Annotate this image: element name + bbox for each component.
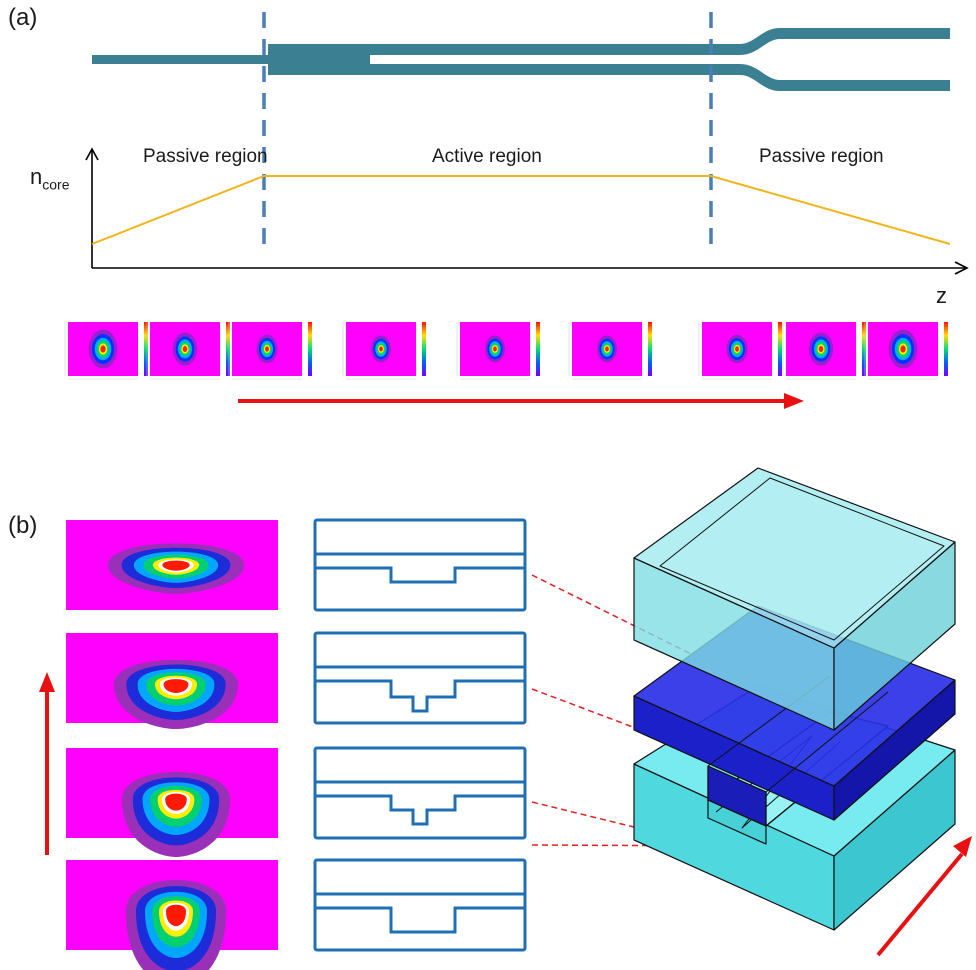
- active-arm-upper: [368, 44, 714, 55]
- panel-a-label: (a): [8, 4, 38, 31]
- mode-thumbnail: [864, 322, 948, 380]
- cross-section: [313, 631, 527, 725]
- cross-section: [313, 858, 527, 952]
- input-waveguide: [92, 55, 270, 64]
- mode-profile: [66, 748, 278, 857]
- y-axis-arrowhead: [85, 147, 99, 161]
- y-axis-label-main: n: [30, 164, 43, 189]
- mode-profile-column: [66, 520, 278, 970]
- cross-section: [313, 746, 527, 840]
- mode-profile-row: [64, 322, 948, 380]
- waveguide-top-view: [92, 28, 950, 91]
- propagation-arrow-a: [238, 393, 804, 409]
- top-cladding-block: [633, 467, 956, 731]
- mode-thumbnail: [568, 322, 652, 380]
- mode-thumbnail: [64, 322, 148, 380]
- mode-thumbnail: [698, 322, 782, 380]
- mode-thumbnail: [228, 322, 312, 380]
- x-axis-arrowhead: [954, 261, 969, 275]
- mmi-section: [268, 44, 370, 75]
- region-active: Active region: [432, 146, 542, 167]
- index-profile-line: [91, 175, 951, 245]
- mode-profile: [66, 633, 278, 729]
- panel-b-label: (b): [8, 512, 38, 539]
- s-bend-lower: [712, 64, 950, 91]
- propagation-arrow-b-right: [876, 836, 972, 957]
- mode-thumbnail: [342, 322, 426, 380]
- region-passive-left: Passive region: [143, 146, 268, 167]
- region-passive-right: Passive region: [759, 146, 884, 167]
- region-dividers: [262, 12, 713, 244]
- cross-section: [313, 518, 527, 612]
- mode-thumbnail: [456, 322, 540, 380]
- index-axes: [85, 147, 969, 275]
- active-arm-lower: [368, 64, 714, 75]
- y-axis-label: ncore: [30, 164, 69, 192]
- mode-thumbnail: [146, 322, 230, 380]
- mode-profile: [66, 520, 278, 610]
- x-axis-label: z: [936, 283, 947, 308]
- device-3d-view: [633, 467, 956, 931]
- y-axis-label-subscript: core: [42, 176, 70, 193]
- mode-thumbnail: [782, 322, 866, 380]
- cross-section-column: [313, 518, 527, 952]
- propagation-arrow-b-left: [39, 672, 55, 855]
- mode-profile: [66, 860, 278, 970]
- s-bend-upper: [712, 28, 950, 55]
